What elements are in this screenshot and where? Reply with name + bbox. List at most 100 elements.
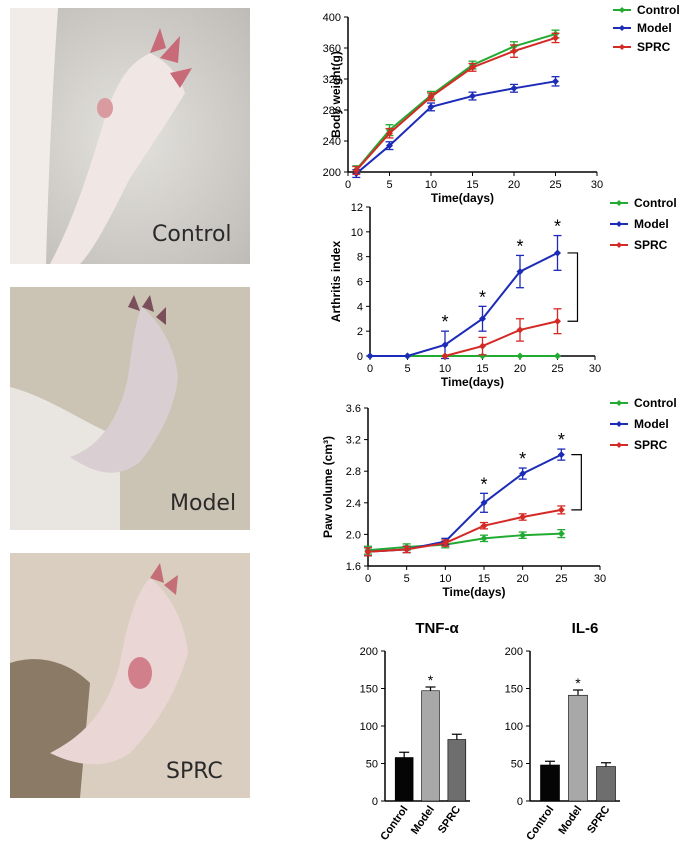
significance-star: *	[441, 312, 448, 332]
bar-sprc	[596, 766, 616, 802]
bar-chart-il-6: IL-6 0 50 100 150 200 Control * Model SPRC	[505, 620, 620, 843]
photo-label-control: Control	[152, 222, 232, 247]
x-category-label: SPRC	[436, 804, 463, 836]
y-axis-title: Arthritis index	[329, 241, 343, 323]
y-tick-label: 2.8	[346, 466, 361, 478]
legend-label: Model	[634, 217, 669, 231]
photo-model: Model	[10, 287, 250, 530]
x-tick-label: 0	[367, 363, 373, 375]
data-point	[516, 352, 524, 360]
x-category-label: Model	[409, 804, 437, 837]
series-line-control	[355, 33, 556, 171]
data-point	[552, 77, 559, 85]
legend-label: Control	[637, 3, 680, 17]
y-tick-label: 8	[357, 252, 363, 264]
data-point	[519, 513, 527, 521]
legend-label: Model	[634, 417, 669, 431]
bar-control	[394, 757, 414, 802]
x-tick-label: 25	[551, 363, 563, 375]
y-tick-label: 320	[323, 74, 341, 86]
data-point	[441, 539, 449, 547]
y-tick-label: 50	[511, 759, 523, 771]
data-point	[352, 166, 360, 174]
data-point	[480, 534, 488, 542]
significance-bracket	[567, 252, 579, 322]
y-tick-label: 280	[323, 105, 341, 117]
data-point	[519, 531, 527, 539]
bar-model	[421, 690, 440, 802]
bar-chart-title: TNF-α	[415, 620, 459, 637]
y-tick-label: 150	[360, 684, 378, 696]
line-chart-2: 0 5 10 15 20 25 30 0 2 4 6 8 10 12 Time(days) Arthritis…	[329, 196, 677, 389]
x-category-label: Control	[378, 804, 410, 843]
line-chart-3: 0 5 10 15 20 25 30 1.6 2.0 2.4 2.8 3.2 3.6 Time(days)…	[321, 396, 677, 599]
y-tick-label: 0	[517, 796, 523, 808]
data-point	[469, 63, 476, 71]
data-point	[519, 470, 527, 478]
y-tick-label: 4	[357, 301, 363, 313]
series-line-model	[367, 453, 562, 553]
data-point	[479, 315, 486, 323]
y-tick-label: 6	[357, 277, 363, 289]
paw-photo-model	[10, 287, 250, 530]
significance-star: *	[554, 217, 561, 237]
x-tick-label: 30	[589, 363, 601, 375]
significance-star: *	[480, 474, 487, 494]
bar-control	[540, 764, 560, 802]
x-tick-label: 15	[476, 363, 488, 375]
legend-marker	[619, 25, 625, 31]
photo-sprc: SPRC	[10, 553, 250, 798]
x-tick-label: 0	[345, 179, 351, 191]
data-point	[441, 341, 449, 349]
data-point	[557, 530, 565, 538]
data-point	[516, 268, 524, 276]
x-tick-label: 20	[517, 573, 529, 585]
y-tick-label: 1.6	[346, 561, 361, 573]
x-tick-label: 20	[514, 363, 526, 375]
significance-star: *	[519, 449, 526, 469]
data-point	[386, 142, 393, 150]
x-tick-label: 15	[478, 573, 490, 585]
legend-marker	[616, 421, 622, 427]
data-point	[554, 249, 561, 257]
data-point	[480, 522, 488, 530]
series-line-model	[355, 80, 556, 175]
x-category-label: Control	[524, 804, 556, 843]
data-point	[479, 342, 486, 350]
bar-model	[568, 694, 588, 802]
significance-bracket	[571, 454, 582, 511]
significance-star: *	[428, 672, 434, 688]
series-line-sprc	[367, 508, 562, 553]
data-point	[510, 47, 518, 55]
series-line-model	[370, 252, 558, 357]
x-tick-label: 10	[439, 573, 451, 585]
significance-star: *	[558, 430, 565, 450]
paw-photo-control	[10, 8, 250, 264]
legend-marker	[616, 200, 622, 206]
legend-label: Model	[637, 21, 672, 35]
x-axis-title: Time(days)	[442, 585, 505, 599]
data-point	[480, 499, 488, 507]
data-point	[403, 545, 411, 553]
legend-marker	[619, 7, 625, 13]
significance-star: *	[516, 236, 523, 256]
x-axis-title: Time(days)	[431, 191, 494, 205]
data-point	[441, 352, 449, 360]
x-tick-label: 25	[549, 179, 561, 191]
x-category-label: SPRC	[585, 804, 612, 836]
x-axis-title: Time(days)	[441, 375, 504, 389]
legend-label: Control	[634, 396, 677, 410]
series-line-sprc	[355, 36, 556, 172]
y-tick-label: 200	[360, 646, 378, 658]
legend-marker	[616, 442, 622, 448]
data-point	[554, 317, 561, 325]
series-line-sprc	[444, 320, 558, 357]
data-point	[516, 326, 524, 334]
y-tick-label: 0	[372, 796, 378, 808]
y-tick-label: 12	[351, 202, 363, 214]
data-point	[364, 548, 372, 556]
x-tick-label: 20	[508, 179, 520, 191]
y-tick-label: 400	[323, 12, 341, 24]
data-point	[510, 84, 518, 92]
